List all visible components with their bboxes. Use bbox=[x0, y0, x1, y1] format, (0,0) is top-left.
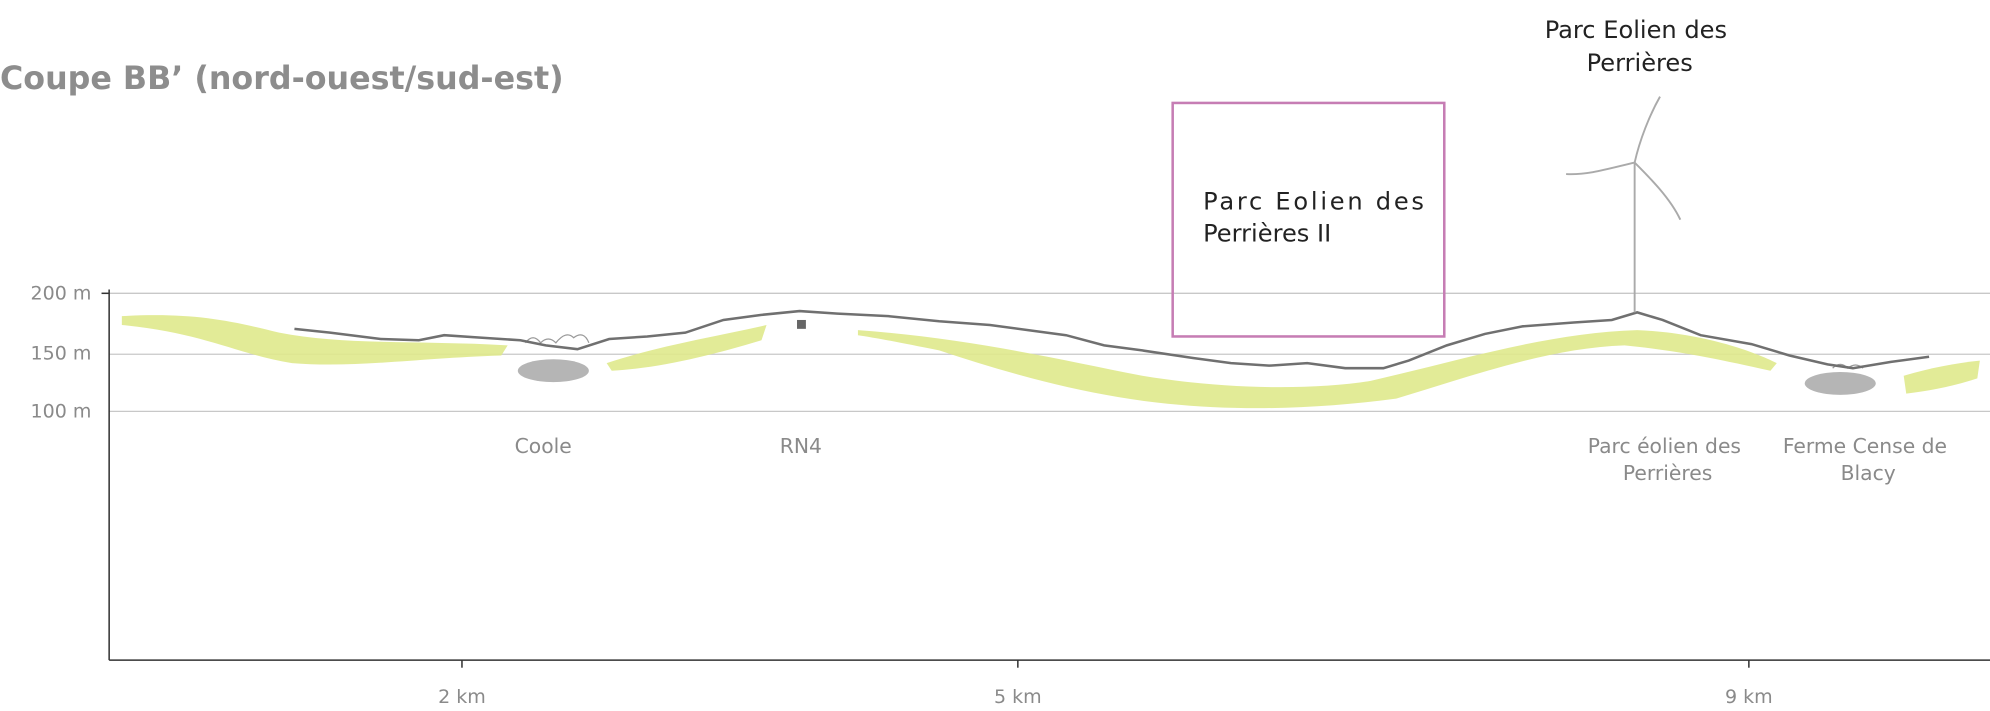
place-line: Perrières bbox=[1623, 461, 1712, 485]
turbine-blade bbox=[1633, 96, 1661, 163]
place-line: Ferme Cense de bbox=[1783, 434, 1947, 458]
place-label: Ferme Cense de Blacy bbox=[1783, 434, 1954, 485]
vegetation-band bbox=[1903, 360, 1980, 394]
annotation-boxed: Parc Eolien des Perrières II bbox=[1203, 188, 1434, 248]
place-label: Coole bbox=[515, 434, 572, 458]
tree-cluster bbox=[1804, 371, 1876, 395]
building-outline bbox=[524, 334, 590, 344]
annotation-box bbox=[1171, 101, 1446, 338]
wind-turbine bbox=[1566, 96, 1682, 313]
place-line: Coole bbox=[515, 434, 572, 458]
tree-cluster bbox=[517, 359, 589, 383]
annotation-line: Parc Eolien des bbox=[1203, 188, 1424, 216]
turbine-blade bbox=[1633, 161, 1682, 221]
vegetation bbox=[121, 315, 1980, 409]
turbine-blade bbox=[1566, 161, 1635, 176]
annotation-line: Parc Eolien des bbox=[1545, 16, 1727, 44]
vegetation-band bbox=[606, 325, 767, 371]
place-line: Blacy bbox=[1841, 461, 1896, 485]
annotation-line: Perrières II bbox=[1203, 219, 1331, 247]
title: Coupe BB’ (nord-ouest/sud-est) bbox=[0, 61, 564, 97]
vegetation-band bbox=[121, 315, 508, 365]
place-line: Parc éolien des bbox=[1588, 434, 1741, 458]
y-label: 200 m bbox=[31, 283, 92, 305]
y-label: 100 m bbox=[31, 401, 92, 423]
x-label: 9 km bbox=[1725, 686, 1773, 708]
place-label: Parc éolien des Perrières bbox=[1588, 434, 1748, 485]
x-label: 5 km bbox=[994, 686, 1042, 708]
y-label: 150 m bbox=[31, 342, 92, 364]
terrain-profile bbox=[294, 309, 1930, 370]
annotation-line: Perrières bbox=[1587, 49, 1693, 77]
x-label: 2 km bbox=[438, 686, 486, 708]
axes bbox=[101, 289, 1990, 668]
trees bbox=[517, 359, 1876, 395]
road-marker bbox=[797, 319, 806, 329]
annotation-turbine: Parc Eolien des Perrières bbox=[1545, 16, 1735, 77]
place-label: RN4 bbox=[780, 434, 822, 458]
place-line: RN4 bbox=[780, 434, 822, 458]
vegetation-band bbox=[857, 330, 1777, 409]
